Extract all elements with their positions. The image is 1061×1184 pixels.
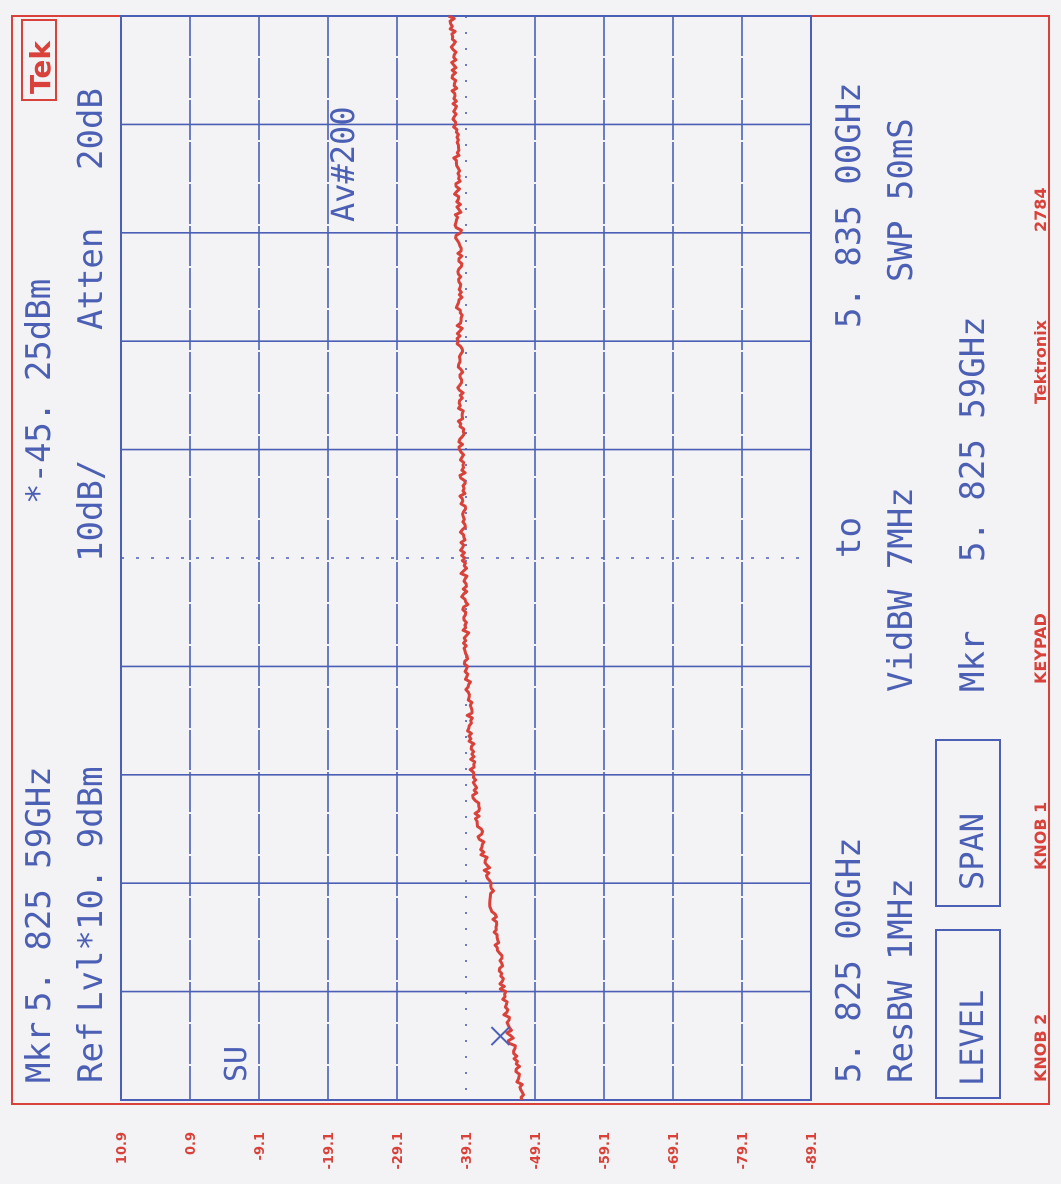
keypad-label: KEYPAD xyxy=(1031,613,1050,684)
y-tick-label: -89.1 xyxy=(805,1132,820,1169)
span-softkey-label: SPAN xyxy=(953,813,991,890)
header-ref-label: Ref xyxy=(71,1022,111,1083)
y-tick-label: -59.1 xyxy=(598,1132,613,1169)
header-atten-label: Atten xyxy=(71,228,111,330)
footer-swp: SWP 50mS xyxy=(881,118,921,282)
header-atten-value: 20dB xyxy=(71,88,111,170)
tektronix-label: Tektronix xyxy=(1031,319,1050,404)
footer-vidbw: VidBW 7MHz xyxy=(881,487,921,692)
plot-border xyxy=(120,15,812,1101)
y-tick-label: -79.1 xyxy=(736,1132,751,1169)
y-tick-label: -49.1 xyxy=(529,1132,544,1169)
averaging-annotation: Av#200 xyxy=(324,106,362,222)
header-marker-freq: 5. 825 59GHz xyxy=(19,766,59,1012)
footer-stop-freq: 5. 835 00GHz xyxy=(829,82,869,328)
level-softkey-button[interactable]: LEVEL xyxy=(935,929,1001,1099)
y-tick-label: 10.9 xyxy=(115,1132,130,1164)
y-tick-label: -29.1 xyxy=(391,1132,406,1169)
knob1-label: KNOB 1 xyxy=(1031,802,1050,870)
footer-to-label: to xyxy=(829,517,869,558)
tek-logo: Tek xyxy=(21,19,57,101)
graticule xyxy=(120,15,812,1101)
mode-annotation: SU xyxy=(219,1046,254,1082)
footer-resbw: ResBW 1MHz xyxy=(881,878,921,1083)
span-softkey-button[interactable]: SPAN xyxy=(935,739,1001,907)
header-marker-label: Mkr xyxy=(19,1022,59,1083)
y-tick-label: -39.1 xyxy=(460,1132,475,1169)
y-tick-label: -69.1 xyxy=(667,1132,682,1169)
chart-series-trace xyxy=(447,14,525,1101)
header-ref-level: Lvl*10. 9dBm xyxy=(71,766,111,1012)
y-axis-tick-labels: 10.9 0.9 -9.1 -19.1 -29.1 -39.1 -49.1 -59.1 -69.… xyxy=(115,1132,820,1169)
marker-x-icon xyxy=(490,1026,511,1046)
svg-text:Tek: Tek xyxy=(24,40,57,94)
y-tick-label: -9.1 xyxy=(253,1132,268,1160)
level-softkey-label: LEVEL xyxy=(953,990,991,1086)
footer-mkr-label: Mkr xyxy=(953,631,993,692)
footer-start-freq: 5. 825 00GHz xyxy=(829,837,869,1083)
y-tick-label: 0.9 xyxy=(184,1132,199,1155)
knob2-label: KNOB 2 xyxy=(1031,1014,1050,1082)
header-scale: 10dB/ xyxy=(71,460,111,562)
model-label: 2784 xyxy=(1031,187,1050,232)
y-tick-label: -19.1 xyxy=(322,1132,337,1169)
footer-mkr-freq: 5. 825 59GHz xyxy=(953,316,993,562)
marker-stroke xyxy=(490,1026,511,1046)
header-marker-value: *-45. 25dBm xyxy=(19,279,59,504)
